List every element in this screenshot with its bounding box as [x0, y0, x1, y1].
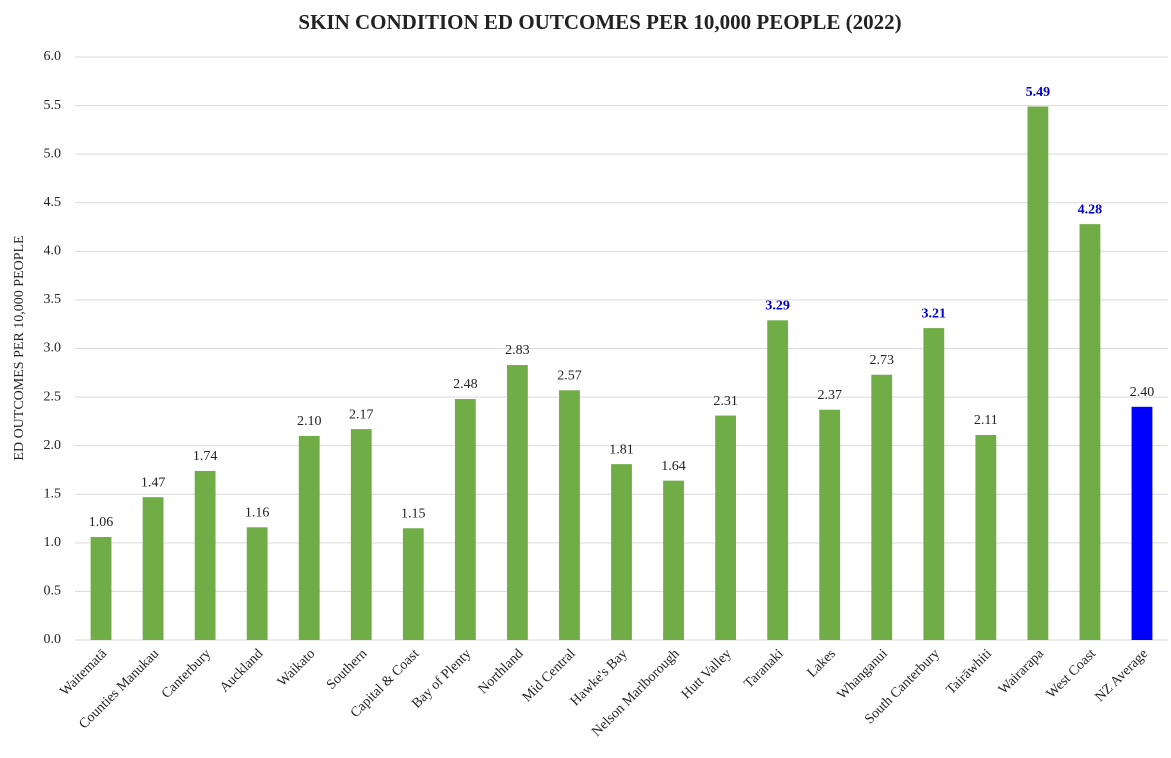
value-label: 4.28 — [1078, 202, 1103, 217]
y-tick-label: 0.5 — [44, 584, 62, 599]
x-tick-label: Nelson Marlborough — [589, 646, 682, 739]
y-tick-label: 0.0 — [44, 632, 62, 647]
bar — [559, 390, 580, 640]
bar — [715, 415, 737, 640]
value-label: 1.16 — [245, 506, 270, 521]
bar — [1131, 406, 1153, 640]
bar — [923, 328, 945, 640]
bar — [246, 527, 268, 640]
value-label: 2.73 — [869, 353, 894, 368]
y-tick-label: 3.5 — [44, 292, 62, 307]
x-tick-label: Lakes — [805, 646, 839, 680]
chart-title: SKIN CONDITION ED OUTCOMES PER 10,000 PE… — [298, 10, 901, 34]
y-tick-label: 4.5 — [44, 195, 62, 210]
bar — [298, 435, 320, 640]
y-tick-label: 1.0 — [44, 535, 62, 550]
y-tick-label: 5.5 — [44, 98, 62, 113]
value-label: 1.81 — [609, 442, 634, 457]
x-tick-label: Taranaki — [742, 646, 787, 691]
bar — [871, 374, 893, 640]
y-tick-label: 5.0 — [44, 146, 62, 161]
x-tick-label: Southern — [324, 646, 370, 692]
bar — [975, 434, 997, 640]
bar — [819, 409, 841, 640]
bar — [142, 497, 164, 640]
bar — [194, 470, 216, 640]
bar — [402, 528, 424, 640]
value-label: 2.83 — [505, 343, 530, 358]
value-label: 3.29 — [765, 299, 790, 314]
y-tick-label: 2.5 — [44, 389, 62, 404]
value-label: 2.57 — [557, 369, 582, 384]
value-label: 2.17 — [349, 407, 374, 422]
x-tick-label: Northland — [476, 646, 527, 697]
value-label: 3.21 — [922, 306, 947, 321]
value-label: 5.49 — [1026, 85, 1051, 100]
value-label: 2.48 — [453, 377, 478, 392]
value-label: 2.10 — [297, 414, 322, 429]
x-tick-label: West Coast — [1044, 646, 1099, 701]
x-tick-label: NZ Average — [1093, 646, 1152, 705]
x-tick-label: Whanganui — [835, 646, 891, 702]
bar — [611, 464, 632, 640]
bar — [1079, 224, 1101, 641]
x-tick-label: Waitematā — [57, 646, 110, 699]
bar — [506, 365, 528, 640]
value-label: 1.15 — [401, 506, 426, 521]
x-tick-label: Hutt Valley — [679, 646, 735, 702]
bar — [1027, 106, 1049, 641]
y-tick-label: 3.0 — [44, 341, 62, 356]
x-tick-label: Auckland — [217, 646, 266, 695]
y-tick-label: 4.0 — [44, 244, 62, 259]
bar — [767, 320, 789, 640]
value-label: 1.47 — [141, 475, 166, 490]
y-tick-label: 2.0 — [44, 438, 62, 453]
value-label: 2.31 — [713, 394, 738, 409]
value-label: 2.37 — [817, 388, 842, 403]
value-label: 1.74 — [193, 449, 218, 464]
value-label: 2.11 — [974, 413, 998, 428]
x-tick-label: Canterbury — [159, 646, 214, 701]
x-tick-label: Wairarapa — [996, 646, 1048, 698]
value-label: 1.64 — [661, 459, 686, 474]
value-label: 2.40 — [1130, 385, 1155, 400]
bar — [454, 399, 476, 640]
bar — [663, 480, 684, 640]
y-axis-label: ED OUTCOMES PER 10,000 PEOPLE — [12, 235, 27, 460]
value-label: 1.06 — [89, 515, 114, 530]
x-tick-label: Waikato — [275, 646, 318, 689]
bar — [350, 429, 372, 640]
y-tick-label: 1.5 — [44, 486, 62, 501]
bar — [90, 537, 112, 640]
x-tick-label: Tairāwhiti — [944, 646, 995, 697]
y-tick-label: 6.0 — [44, 49, 62, 64]
